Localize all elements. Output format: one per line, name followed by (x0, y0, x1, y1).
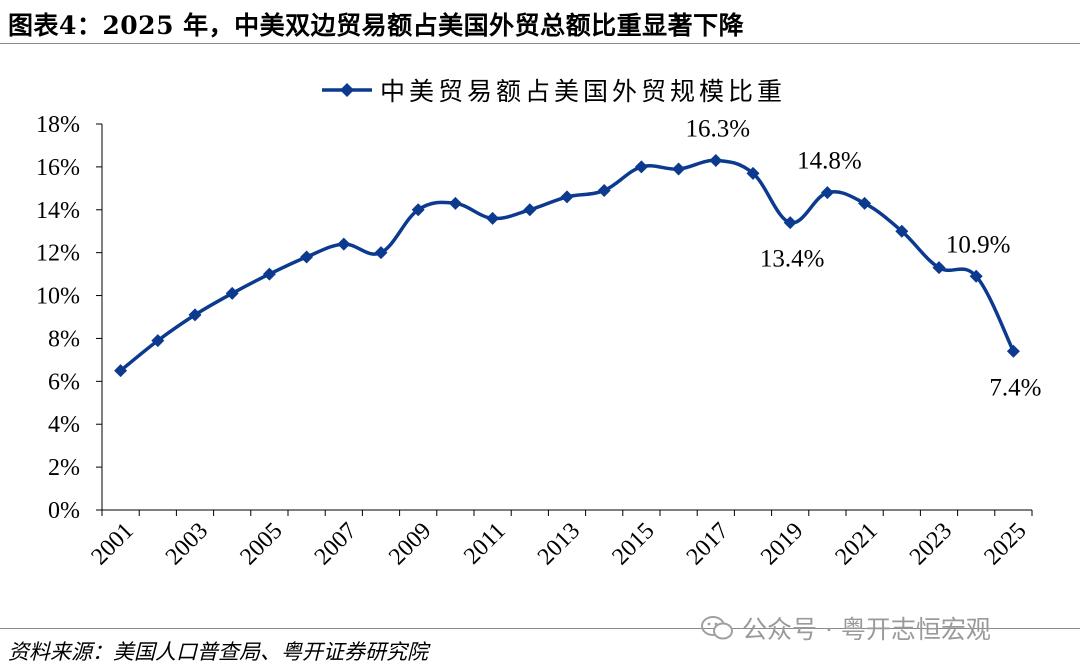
data-point (523, 203, 537, 217)
data-label: 13.4% (760, 246, 825, 273)
line-chart: 0% 2% 4% 6% 8% 10% 12% 14% 16% 18% 2001 2003 2005 200… (36, 77, 1041, 570)
y-tick-label: 14% (36, 198, 80, 224)
figure-title: 图表4：2025 年，中美双边贸易额占美国外贸总额比重显著下降 (8, 11, 745, 40)
data-point (151, 334, 165, 348)
data-label: 7.4% (989, 374, 1041, 401)
data-point (486, 211, 500, 225)
y-tick-label: 8% (48, 326, 80, 352)
data-point (337, 237, 351, 251)
y-tick-label: 12% (36, 241, 80, 267)
x-tick-label: 2011 (459, 518, 511, 570)
y-tick-label: 4% (48, 412, 80, 438)
data-point (262, 267, 276, 281)
legend-marker (340, 83, 354, 97)
data-point (746, 166, 760, 180)
data-point (820, 186, 834, 200)
y-tick-label: 10% (36, 284, 80, 310)
legend-label: 中美贸易额占美国外贸规模比重 (380, 77, 786, 106)
x-tick-label: 2001 (87, 518, 139, 570)
x-tick-label: 2013 (533, 518, 585, 570)
data-point (114, 364, 128, 378)
x-tick-label: 2007 (310, 518, 362, 570)
x-tick-label: 2021 (831, 518, 883, 570)
y-tick-label: 18% (36, 112, 80, 138)
y-tick-label: 0% (48, 498, 80, 524)
source-note: 资料来源：美国人口普查局、粤开证券研究院 (8, 640, 428, 664)
data-point (895, 224, 909, 238)
watermark: 公众号 · 粤开志恒宏观 (700, 610, 991, 646)
data-label: 10.9% (946, 231, 1011, 258)
data-point (225, 286, 239, 300)
x-tick-label: 2025 (979, 518, 1031, 570)
wechat-icon (701, 616, 733, 640)
data-point (709, 153, 723, 167)
data-point (969, 269, 983, 283)
bottom-divider (0, 628, 1080, 629)
watermark-text: 公众号 · 粤开志恒宏观 (742, 615, 991, 644)
x-tick-label: 2023 (905, 518, 957, 570)
data-point (672, 162, 686, 176)
data-point (560, 190, 574, 204)
x-tick-label: 2005 (235, 518, 287, 570)
data-point (783, 216, 797, 230)
top-divider (0, 43, 1080, 44)
data-point (300, 250, 314, 264)
y-tick-label: 16% (36, 155, 80, 181)
data-point (858, 196, 872, 210)
data-point (932, 261, 946, 275)
data-point (1006, 344, 1020, 358)
data-point (448, 196, 462, 210)
x-tick-label: 2015 (607, 518, 659, 570)
data-point (188, 308, 202, 322)
y-tick-label: 6% (48, 369, 80, 395)
x-tick-label: 2003 (161, 518, 213, 570)
x-tick-label: 2019 (756, 518, 808, 570)
data-label: 14.8% (797, 148, 862, 175)
data-point (597, 183, 611, 197)
x-tick-label: 2009 (384, 518, 436, 570)
y-tick-label: 2% (48, 455, 80, 481)
data-label: 16.3% (686, 115, 751, 142)
x-tick-label: 2017 (682, 518, 734, 570)
data-point (634, 160, 648, 174)
data-point (411, 203, 425, 217)
data-point (374, 246, 388, 260)
